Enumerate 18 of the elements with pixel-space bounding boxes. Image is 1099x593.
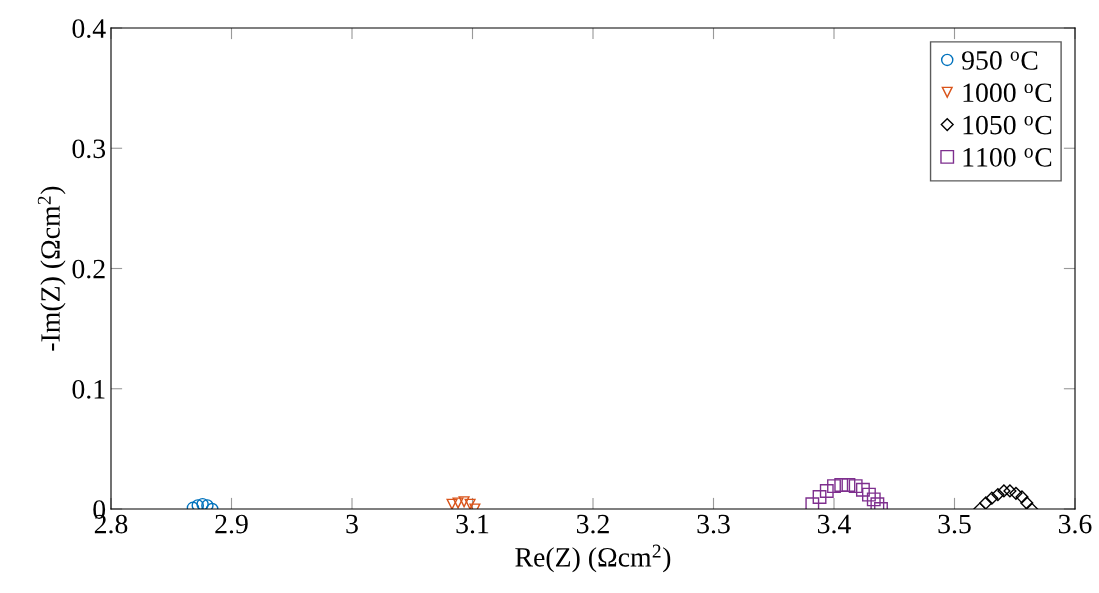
- legend-label: 1100 $^{o}$C: [963, 147, 1052, 167]
- legend-label: 1050 $^{o}$C: [963, 115, 1052, 135]
- x-tick-label: 3.5: [938, 514, 971, 534]
- legend-label: 1000 $^{o}$C: [963, 83, 1052, 103]
- y-axis-title: -Im(Z) (Ωcm$^{2}$): [37, 186, 66, 351]
- legend-label: 950 $^{o}$C: [962, 51, 1038, 70]
- x-tick-label: 2.9: [215, 514, 248, 534]
- y-tick-label: 0.1: [72, 379, 105, 399]
- x-tick-label: 3.1: [456, 514, 489, 534]
- x-tick-label: 3.6: [1058, 514, 1092, 534]
- x-axis-title: Re(Z) (Ωcm$^{2}$): [515, 544, 671, 573]
- x-tick-label: 3.3: [697, 514, 730, 534]
- y-tick-label: 0.3: [72, 139, 106, 159]
- x-tick-label: 3: [346, 514, 358, 534]
- y-tick-label: 0.2: [72, 259, 105, 279]
- x-tick-label: 3.4: [817, 514, 851, 534]
- x-tick-label: 3.2: [576, 514, 609, 534]
- y-tick-label: 0.4: [72, 19, 106, 39]
